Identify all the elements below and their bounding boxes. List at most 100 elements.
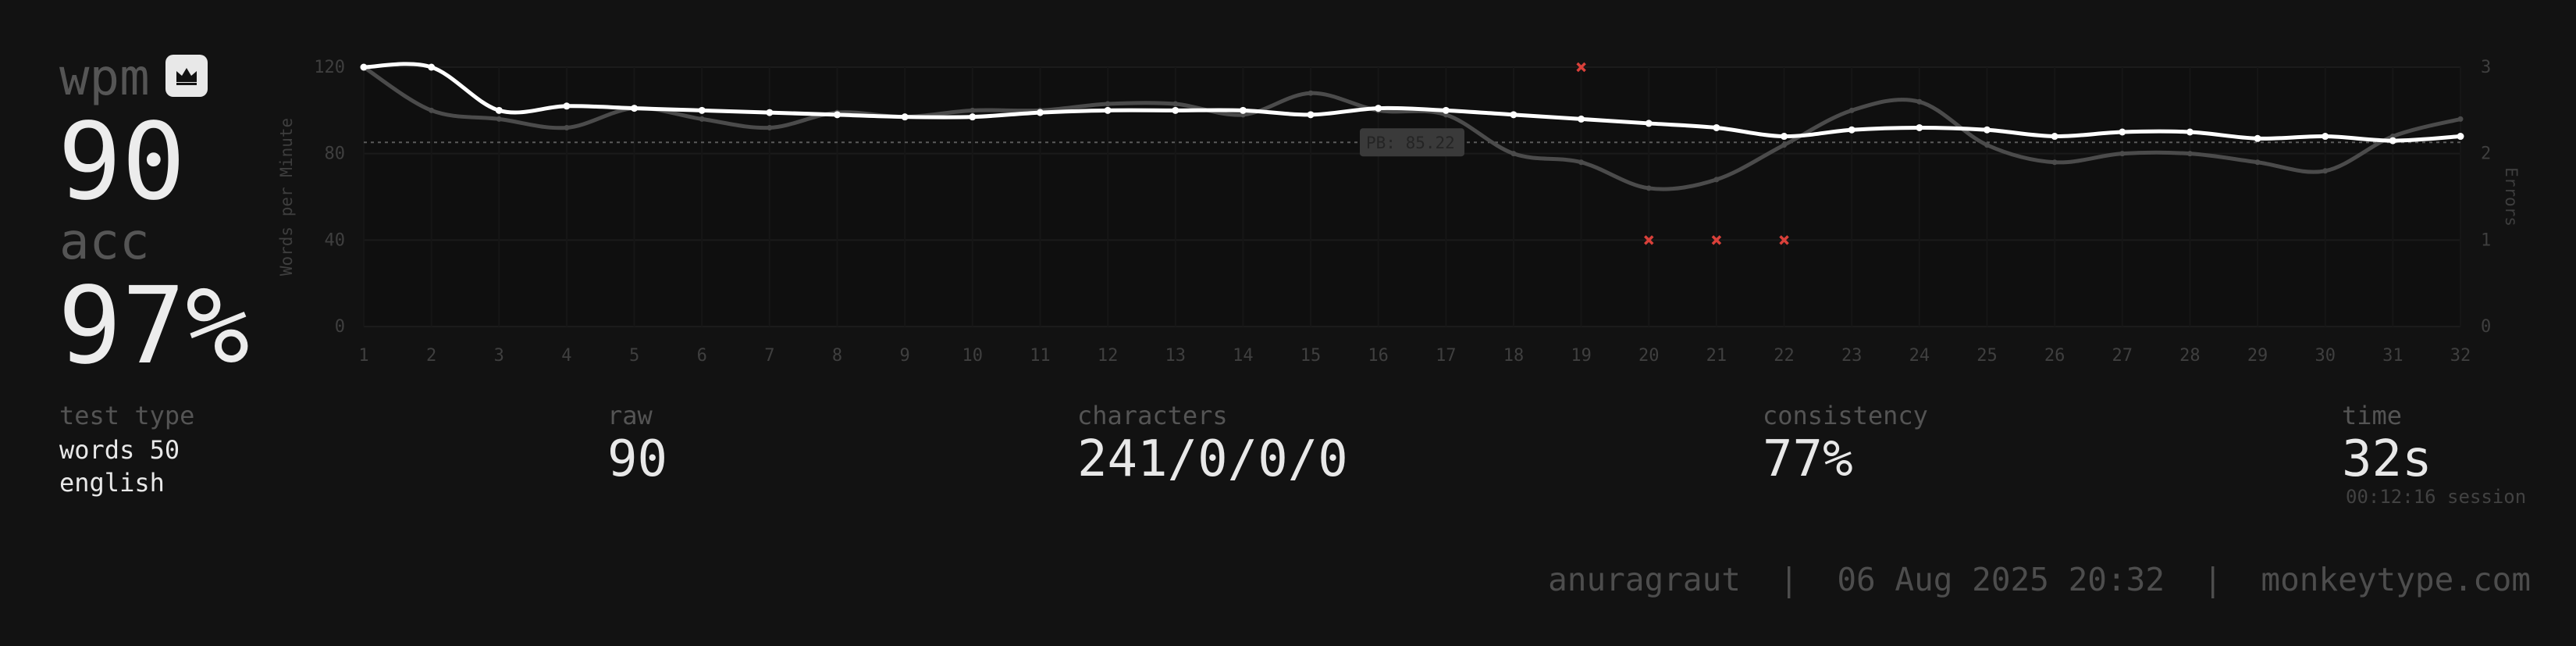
wpm-point (495, 106, 503, 114)
time-value: 32s (2342, 430, 2432, 488)
wpm-point (1239, 106, 1247, 114)
wpm-point (428, 63, 436, 71)
x-tick-label: 15 (1300, 346, 1322, 366)
test-type-label: test type (59, 401, 195, 430)
error-marker-stroke (1576, 62, 1586, 73)
x-tick-label: 23 (1841, 346, 1863, 366)
error-marker (1644, 235, 1654, 245)
x-tick-label: 26 (2044, 346, 2065, 366)
raw-point (564, 124, 570, 130)
x-tick-label: 12 (1098, 346, 1119, 366)
wpm-point (1645, 120, 1653, 127)
pb-label: PB: 85.22 (1366, 134, 1455, 152)
wpm-point (1510, 111, 1517, 119)
consistency-value: 77% (1763, 430, 1853, 488)
pb-tag[interactable]: PB: 85.22 (1360, 128, 1464, 157)
wpm-point (2389, 137, 2396, 145)
time-label: time (2342, 401, 2403, 430)
wpm-point (563, 102, 571, 110)
acc-value: 97% (58, 265, 250, 388)
raw-point (1646, 185, 1652, 191)
x-tick-label: 6 (697, 346, 707, 366)
y-tick-labels: 0 40 80 120 (314, 58, 345, 337)
y2-tick-label: 2 (2481, 145, 2491, 164)
x-tick-label: 5 (629, 346, 639, 366)
wpm-value: 90 (58, 101, 186, 224)
wpm-point (1781, 133, 1788, 141)
x-tick-label: 18 (1503, 346, 1525, 366)
x-tick-label: 22 (1774, 346, 1795, 366)
wpm-point (766, 109, 774, 116)
y2-tick-label: 1 (2481, 230, 2491, 250)
wpm-point (2254, 134, 2261, 142)
y-tick-label: 0 (335, 317, 345, 337)
wpm-point (1713, 123, 1720, 131)
test-type-mode[interactable]: words 50 (59, 435, 180, 465)
plot-area (364, 67, 2460, 327)
acc-label: acc (59, 213, 150, 271)
wpm-point (1375, 105, 1382, 112)
y-tick-label: 40 (325, 230, 346, 250)
error-marker (1576, 62, 1586, 73)
y2-tick-label: 3 (2481, 58, 2491, 77)
x-tick-label: 1 (358, 346, 368, 366)
wpm-point (969, 113, 977, 121)
x-tick-label: 8 (832, 346, 842, 366)
characters-label: characters (1077, 401, 1228, 430)
x-tick-label: 20 (1638, 346, 1660, 366)
error-marker (1711, 235, 1722, 245)
wpm-point (1036, 109, 1044, 116)
raw-series-line (362, 65, 2461, 191)
raw-point (2322, 168, 2329, 174)
raw-point (1510, 151, 1517, 157)
wpm-point (2186, 128, 2194, 136)
wpm-point (2119, 128, 2126, 136)
x-tick-label: 29 (2247, 346, 2268, 366)
x-tick-label: 24 (1909, 346, 1930, 366)
y2-tick-labels: 0 1 2 3 (2481, 58, 2491, 337)
wpm-point (1916, 123, 1923, 131)
raw-point (496, 116, 502, 122)
wpm-point (360, 63, 368, 71)
raw-point (1172, 101, 1179, 107)
wpm-point (1307, 111, 1315, 119)
wpm-point (2051, 133, 2058, 141)
raw-point (2051, 159, 2058, 166)
raw-point (2119, 151, 2126, 157)
raw-point (699, 116, 705, 122)
raw-point (1308, 90, 1314, 96)
raw-label: raw (607, 401, 653, 430)
x-tick-label: 28 (2179, 346, 2201, 366)
y2-tick-label: 0 (2481, 317, 2491, 337)
wpm-point (2322, 133, 2329, 141)
y-tick-label: 120 (314, 58, 345, 77)
raw-point (1916, 98, 1923, 105)
x-tick-label: 14 (1233, 346, 1254, 366)
raw-point (1984, 142, 1990, 148)
wpm-point (1104, 106, 1112, 114)
wpm-label: wpm (59, 49, 150, 107)
y-tick-label: 80 (325, 145, 346, 164)
y-axis-label: Words per Minute (277, 118, 296, 276)
raw-point (767, 124, 773, 130)
raw-point (1105, 101, 1111, 107)
wpm-point (698, 106, 706, 114)
x-tick-label: 30 (2314, 346, 2336, 366)
wpm-point (1442, 106, 1450, 114)
x-tick-label: 7 (764, 346, 774, 366)
y2-axis-label: Errors (2502, 167, 2521, 227)
wpm-point (1848, 126, 1856, 134)
raw-point (1848, 107, 1855, 113)
test-type-language[interactable]: english (59, 468, 165, 498)
wpm-point (1983, 126, 1991, 134)
error-marker (1779, 235, 1789, 245)
raw-point (1781, 142, 1788, 148)
x-tick-label: 31 (2382, 346, 2403, 366)
wpm-point (1578, 115, 1585, 123)
wpm-point (901, 113, 909, 121)
x-tick-label: 16 (1368, 346, 1389, 366)
x-tick-label: 17 (1436, 346, 1457, 366)
raw-point (2186, 151, 2193, 157)
x-tick-label: 13 (1165, 346, 1186, 366)
